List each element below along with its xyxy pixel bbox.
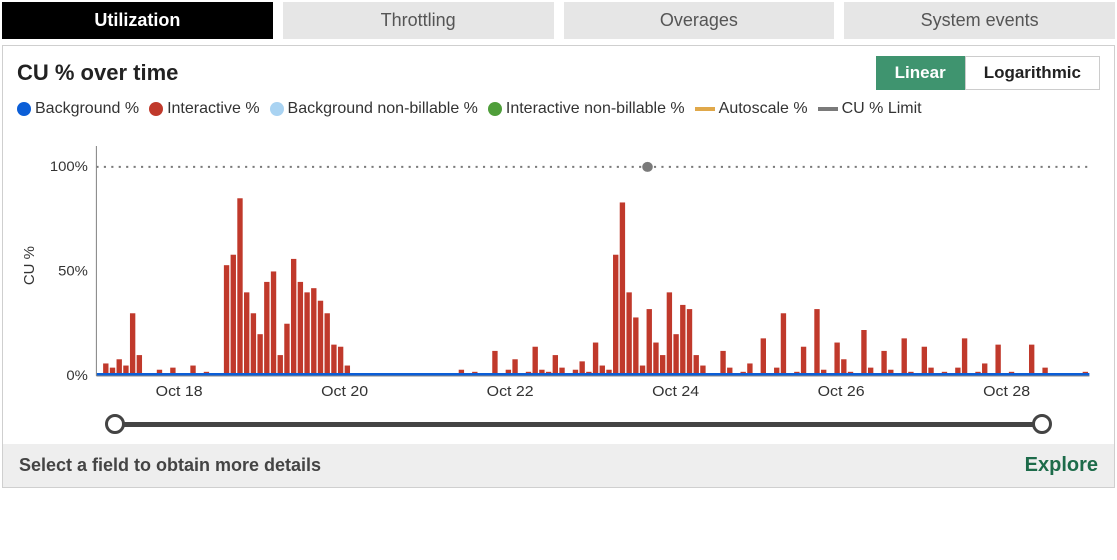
y-axis-label: CU % xyxy=(17,246,38,285)
svg-text:Oct 20: Oct 20 xyxy=(321,383,368,399)
time-range-slider[interactable] xyxy=(107,414,1050,434)
footer-hint: Select a field to obtain more details xyxy=(19,455,321,476)
svg-text:Oct 28: Oct 28 xyxy=(983,383,1030,399)
panel-header: CU % over time Linear Logarithmic xyxy=(17,56,1100,90)
legend-swatch xyxy=(488,102,502,116)
panel-footer: Select a field to obtain more details Ex… xyxy=(3,444,1114,487)
scale-toggle: Linear Logarithmic xyxy=(876,56,1100,90)
legend-item[interactable]: Autoscale % xyxy=(695,100,808,118)
scale-logarithmic-button[interactable]: Logarithmic xyxy=(965,56,1100,90)
range-handle-start[interactable] xyxy=(105,414,125,434)
cu-chart[interactable]: 0% 50% 100% Oct 18 Oct 20 Oct 22 Oct 24 Oct 26 O… xyxy=(38,126,1100,406)
legend-label: Background % xyxy=(35,100,139,118)
range-handle-end[interactable] xyxy=(1032,414,1052,434)
svg-text:0%: 0% xyxy=(66,368,88,384)
range-track[interactable] xyxy=(123,422,1034,427)
legend: Background % Interactive % Background non-… xyxy=(17,100,1100,118)
legend-label: Background non-billable % xyxy=(288,100,478,118)
scale-linear-button[interactable]: Linear xyxy=(876,56,965,90)
legend-label: CU % Limit xyxy=(842,100,922,118)
svg-text:Oct 24: Oct 24 xyxy=(652,383,699,399)
panel-title: CU % over time xyxy=(17,60,178,86)
legend-item[interactable]: CU % Limit xyxy=(818,100,922,118)
svg-text:Oct 26: Oct 26 xyxy=(818,383,865,399)
legend-label: Autoscale % xyxy=(719,100,808,118)
svg-text:Oct 22: Oct 22 xyxy=(487,383,534,399)
legend-swatch xyxy=(695,107,715,111)
svg-text:Oct 18: Oct 18 xyxy=(156,383,203,399)
legend-item[interactable]: Background non-billable % xyxy=(270,100,478,118)
legend-swatch xyxy=(149,102,163,116)
tab-system-events[interactable]: System events xyxy=(844,2,1115,39)
legend-label: Interactive non-billable % xyxy=(506,100,685,118)
explore-button[interactable]: Explore xyxy=(1025,454,1098,477)
legend-item[interactable]: Background % xyxy=(17,100,139,118)
legend-item[interactable]: Interactive non-billable % xyxy=(488,100,685,118)
tab-utilization[interactable]: Utilization xyxy=(2,2,273,39)
chart-panel: CU % over time Linear Logarithmic Backgr… xyxy=(2,45,1115,488)
svg-text:100%: 100% xyxy=(50,159,88,175)
legend-item[interactable]: Interactive % xyxy=(149,100,259,118)
chart-area: CU % 0% 50% 100% Oct 18 Oct 20 Oct 22 Oct 24 Oc… xyxy=(17,126,1100,406)
legend-swatch xyxy=(818,107,838,111)
tabs: Utilization Throttling Overages System e… xyxy=(0,0,1117,39)
legend-swatch xyxy=(270,102,284,116)
tab-overages[interactable]: Overages xyxy=(564,2,835,39)
tab-throttling[interactable]: Throttling xyxy=(283,2,554,39)
svg-text:50%: 50% xyxy=(58,264,88,280)
legend-label: Interactive % xyxy=(167,100,259,118)
legend-swatch xyxy=(17,102,31,116)
